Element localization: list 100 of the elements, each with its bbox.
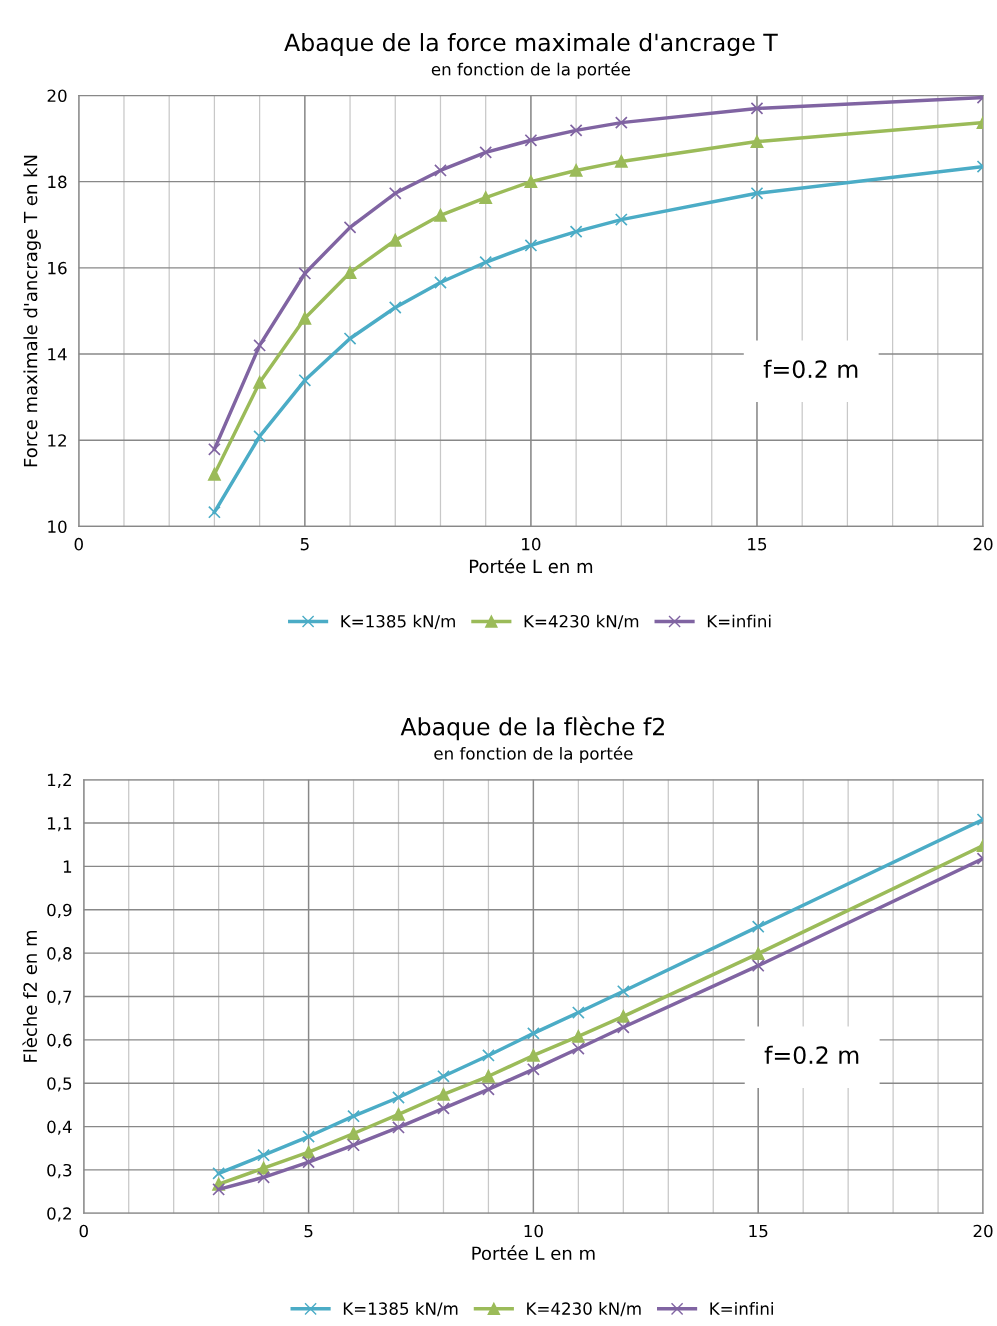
point — [437, 1088, 450, 1101]
point — [208, 442, 221, 456]
point — [343, 332, 357, 345]
point — [524, 133, 538, 147]
point — [212, 1183, 226, 1196]
point — [482, 1082, 495, 1096]
point — [212, 1167, 226, 1180]
x-tick-label: 15 — [749, 1224, 768, 1238]
point — [479, 255, 493, 269]
legend-label: K=1385 kN/m — [343, 1302, 458, 1317]
point — [571, 1029, 585, 1043]
point — [614, 116, 628, 130]
point — [569, 225, 583, 239]
chart-title: Abaque de la force maximale d'ancrage T — [284, 33, 778, 56]
legend-label: K=1385 kN/m — [341, 614, 455, 629]
point — [302, 1155, 315, 1169]
y-tick-label: 20 — [47, 89, 67, 103]
point — [750, 186, 764, 200]
point — [257, 1170, 270, 1184]
point — [614, 213, 628, 226]
point — [388, 233, 402, 247]
x-tick-label: 0 — [79, 1224, 88, 1238]
y-tick-label: 0,7 — [47, 990, 72, 1005]
legend-label: K=infini — [710, 1302, 773, 1315]
point — [524, 239, 538, 252]
y-tick-label: 0,4 — [47, 1120, 72, 1135]
point — [302, 1145, 315, 1159]
y-axis-title: Flèche f2 en m — [22, 930, 38, 1062]
point — [527, 1026, 540, 1040]
point — [571, 1006, 585, 1019]
x-tick-label: 20 — [973, 537, 993, 551]
point — [437, 1101, 450, 1115]
point — [479, 145, 493, 159]
point — [479, 191, 493, 204]
chart-subtitle: en fonction de la portée — [434, 746, 633, 764]
chart-title: Abaque de la flèche f2 — [400, 716, 664, 741]
annotation: f=0.2 m — [764, 1045, 859, 1065]
y-tick-label: 0,2 — [47, 1207, 71, 1222]
y-tick-label: 12 — [48, 434, 66, 447]
point — [298, 311, 312, 325]
point — [434, 164, 447, 177]
point — [392, 1091, 405, 1104]
point — [616, 984, 630, 998]
point — [751, 959, 765, 973]
y-tick-label: 14 — [48, 348, 67, 361]
y-tick-label: 0,6 — [47, 1033, 72, 1049]
point — [524, 175, 538, 189]
point — [569, 123, 583, 137]
x-tick-label: 15 — [748, 538, 767, 551]
y-tick-label: 18 — [48, 175, 67, 189]
x-tick-label: 20 — [973, 1224, 993, 1238]
point — [434, 276, 447, 289]
point — [616, 1020, 630, 1034]
y-tick-label: 1,2 — [47, 773, 71, 788]
point — [750, 102, 764, 115]
point — [298, 267, 312, 280]
y-tick-label: 0,3 — [47, 1163, 72, 1179]
point — [482, 1049, 495, 1062]
legend-label: K=4230 kN/m — [524, 614, 639, 629]
x-tick-label: 0 — [74, 537, 83, 551]
point — [302, 1130, 315, 1143]
x-tick-label: 5 — [300, 538, 309, 551]
chart-subtitle: en fonction de la portée — [431, 62, 631, 79]
legend-label: K=infini — [707, 614, 771, 628]
point — [392, 1108, 405, 1121]
x-tick-label: 10 — [522, 537, 541, 551]
point — [253, 376, 267, 389]
point — [437, 1069, 450, 1083]
point — [253, 339, 267, 352]
point — [482, 1069, 495, 1083]
y-axis-title: Force maximale d'ancrage T en kN — [23, 155, 41, 467]
point — [614, 155, 628, 168]
annotation: f=0.2 m — [763, 359, 858, 379]
point — [347, 1127, 360, 1140]
point — [253, 429, 267, 443]
point — [527, 1062, 540, 1076]
point — [750, 135, 764, 148]
point — [388, 186, 402, 200]
y-tick-label: 1 — [63, 860, 72, 873]
x-tick-label: 5 — [304, 1224, 313, 1238]
y-tick-label: 1,1 — [47, 817, 72, 832]
y-tick-label: 10 — [48, 520, 67, 533]
point — [208, 467, 221, 481]
point — [388, 301, 402, 314]
point — [392, 1121, 405, 1134]
legend-label: K=4230 kN/m — [527, 1302, 641, 1317]
point — [751, 947, 765, 960]
point — [347, 1109, 360, 1123]
x-tick-label: 10 — [524, 1224, 543, 1238]
point — [434, 208, 447, 222]
point — [343, 266, 357, 279]
point — [616, 1010, 630, 1023]
point — [298, 373, 312, 387]
point — [571, 1042, 585, 1055]
x-axis-title: Portée L en m — [472, 1245, 595, 1261]
y-tick-label: 0,8 — [47, 947, 72, 962]
point — [569, 164, 583, 177]
point — [347, 1138, 360, 1152]
point — [527, 1049, 540, 1062]
y-tick-label: 0,9 — [47, 903, 72, 919]
